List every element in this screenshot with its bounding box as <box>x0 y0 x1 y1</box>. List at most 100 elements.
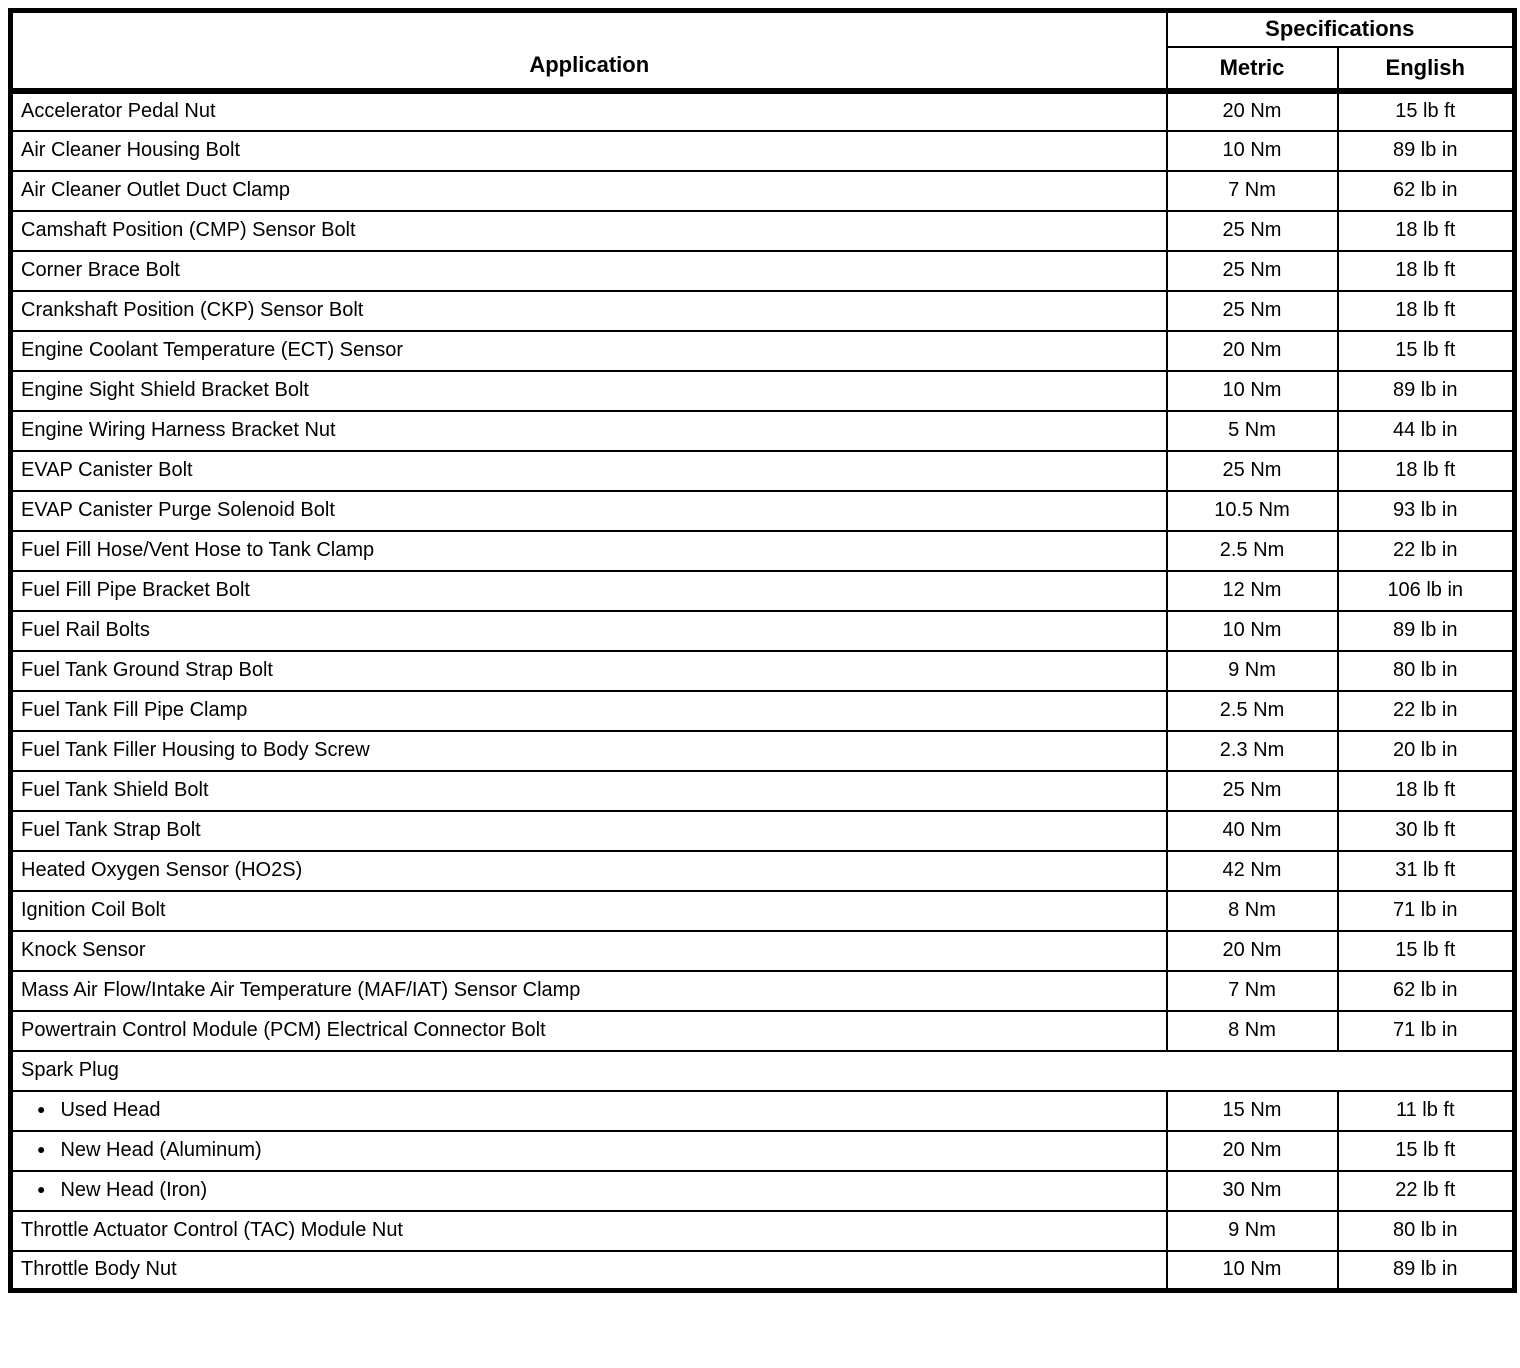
english-value-cell: 18 lb ft <box>1336 769 1516 812</box>
application-cell: Mass Air Flow/Intake Air Temperature (MA… <box>9 969 1168 1012</box>
application-cell: Air Cleaner Housing Bolt <box>9 129 1168 172</box>
section-label-cell: Spark Plug <box>9 1049 1516 1092</box>
application-label: New Head (Aluminum) <box>60 1139 262 1161</box>
english-value-cell: 71 lb in <box>1336 1009 1516 1052</box>
application-cell: Throttle Body Nut <box>9 1249 1168 1292</box>
english-value-cell: 22 lb in <box>1336 529 1516 572</box>
application-cell: Air Cleaner Outlet Duct Clamp <box>9 169 1168 212</box>
application-label: Used Head <box>60 1099 161 1121</box>
application-cell: ● Used Head <box>9 1089 1168 1132</box>
english-value-cell: 93 lb in <box>1336 489 1516 532</box>
metric-value-cell: 12 Nm <box>1165 569 1339 612</box>
application-cell: ● New Head (Aluminum) <box>9 1129 1168 1172</box>
english-value-cell: 11 lb ft <box>1336 1089 1516 1132</box>
metric-value-cell: 2.5 Nm <box>1165 529 1339 572</box>
application-cell: Fuel Tank Fill Pipe Clamp <box>9 689 1168 732</box>
header-row-units: Metric English <box>11 45 1516 92</box>
english-value-cell: 89 lb in <box>1336 1249 1516 1292</box>
application-cell: EVAP Canister Purge Solenoid Bolt <box>9 489 1168 532</box>
metric-value-cell: 2.5 Nm <box>1165 689 1339 732</box>
application-cell: Ignition Coil Bolt <box>9 889 1168 932</box>
metric-value-cell: 25 Nm <box>1165 249 1339 292</box>
english-value-cell: 89 lb in <box>1336 369 1516 412</box>
english-value-cell: 71 lb in <box>1336 889 1516 932</box>
english-value-cell: 31 lb ft <box>1336 849 1516 892</box>
table-row: Throttle Body Nut 10 Nm 89 lb in <box>9 1249 1516 1292</box>
metric-value-cell: 20 Nm <box>1165 89 1339 132</box>
application-cell: Crankshaft Position (CKP) Sensor Bolt <box>9 289 1168 332</box>
metric-value-cell: 25 Nm <box>1165 449 1339 492</box>
metric-value-cell: 9 Nm <box>1165 649 1339 692</box>
application-cell: Fuel Tank Filler Housing to Body Screw <box>9 729 1168 772</box>
table-row: Air Cleaner Housing Bolt 10 Nm 89 lb in <box>9 129 1516 172</box>
application-cell: Fuel Fill Pipe Bracket Bolt <box>9 569 1168 612</box>
table-row: Powertrain Control Module (PCM) Electric… <box>9 1009 1516 1052</box>
table-row: Fuel Tank Fill Pipe Clamp 2.5 Nm 22 lb in <box>9 689 1516 732</box>
english-value-cell: 18 lb ft <box>1336 289 1516 332</box>
table-row: Crankshaft Position (CKP) Sensor Bolt 25 … <box>9 289 1516 332</box>
application-cell: Powertrain Control Module (PCM) Electric… <box>9 1009 1168 1052</box>
table-row: Mass Air Flow/Intake Air Temperature (MA… <box>9 969 1516 1012</box>
table-row: Fuel Tank Shield Bolt 25 Nm 18 lb ft <box>9 769 1516 812</box>
english-value-cell: 89 lb in <box>1336 129 1516 172</box>
metric-value-cell: 20 Nm <box>1165 929 1339 972</box>
application-cell: Engine Sight Shield Bracket Bolt <box>9 369 1168 412</box>
table-row: Fuel Fill Pipe Bracket Bolt 12 Nm 106 lb i… <box>9 569 1516 612</box>
application-cell: Fuel Tank Strap Bolt <box>9 809 1168 852</box>
metric-value-cell: 10 Nm <box>1165 129 1339 172</box>
application-label: New Head (Iron) <box>60 1179 208 1201</box>
table-header: Application Specifications Metric Englis… <box>9 9 1516 92</box>
metric-value-cell: 10 Nm <box>1165 369 1339 412</box>
table-row: Camshaft Position (CMP) Sensor Bolt 25 Nm… <box>9 209 1516 252</box>
table-row: Corner Brace Bolt 25 Nm 18 lb ft <box>9 249 1516 292</box>
table-body: Accelerator Pedal Nut 20 Nm 15 lb ft Air Cl… <box>9 89 1516 1292</box>
english-value-cell: 22 lb ft <box>1336 1169 1516 1212</box>
metric-value-cell: 5 Nm <box>1165 409 1339 452</box>
table-row: Fuel Fill Hose/Vent Hose to Tank Clamp 2.… <box>9 529 1516 572</box>
metric-value-cell: 10 Nm <box>1165 609 1339 652</box>
metric-value-cell: 15 Nm <box>1165 1089 1339 1132</box>
english-value-cell: 18 lb ft <box>1336 449 1516 492</box>
english-value-cell: 106 lb in <box>1336 569 1516 612</box>
metric-value-cell: 40 Nm <box>1165 809 1339 852</box>
application-cell: Engine Coolant Temperature (ECT) Sensor <box>9 329 1168 372</box>
table-row: Engine Wiring Harness Bracket Nut 5 Nm 44 … <box>9 409 1516 452</box>
english-value-cell: 20 lb in <box>1336 729 1516 772</box>
metric-value-cell: 2.3 Nm <box>1165 729 1339 772</box>
metric-value-cell: 20 Nm <box>1165 329 1339 372</box>
table-row: Fuel Tank Filler Housing to Body Screw 2.… <box>9 729 1516 772</box>
application-cell: Heated Oxygen Sensor (HO2S) <box>9 849 1168 892</box>
english-value-cell: 62 lb in <box>1336 169 1516 212</box>
application-cell: Accelerator Pedal Nut <box>9 89 1168 132</box>
table-row: Fuel Rail Bolts 10 Nm 89 lb in <box>9 609 1516 652</box>
application-cell: Throttle Actuator Control (TAC) Module N… <box>9 1209 1168 1252</box>
table-row: Ignition Coil Bolt 8 Nm 71 lb in <box>9 889 1516 932</box>
application-cell: Engine Wiring Harness Bracket Nut <box>9 409 1168 452</box>
english-value-cell: 18 lb ft <box>1336 249 1516 292</box>
torque-specifications-page: Application Specifications Metric Englis… <box>8 8 1517 1293</box>
metric-column-header: Metric <box>1165 45 1339 92</box>
english-value-cell: 15 lb ft <box>1336 1129 1516 1172</box>
application-cell: Fuel Fill Hose/Vent Hose to Tank Clamp <box>9 529 1168 572</box>
bullet-icon: ● <box>37 1141 46 1157</box>
metric-value-cell: 25 Nm <box>1165 209 1339 252</box>
metric-value-cell: 9 Nm <box>1165 1209 1339 1252</box>
metric-value-cell: 7 Nm <box>1165 169 1339 212</box>
english-value-cell: 80 lb in <box>1336 1209 1516 1252</box>
table-row: Engine Coolant Temperature (ECT) Sensor 2… <box>9 329 1516 372</box>
table-row: Air Cleaner Outlet Duct Clamp 7 Nm 62 lb i… <box>9 169 1516 212</box>
table-row: ● New Head (Iron) 30 Nm 22 lb ft <box>9 1169 1516 1212</box>
table-row: EVAP Canister Purge Solenoid Bolt 10.5 Nm… <box>9 489 1516 532</box>
application-cell: Corner Brace Bolt <box>9 249 1168 292</box>
table-row: Fuel Tank Ground Strap Bolt 9 Nm 80 lb in <box>9 649 1516 692</box>
application-cell: ● New Head (Iron) <box>9 1169 1168 1212</box>
table-row: ● Used Head 15 Nm 11 lb ft <box>9 1089 1516 1132</box>
bullet-icon: ● <box>37 1181 46 1197</box>
table-row: Spark Plug <box>9 1049 1516 1092</box>
english-value-cell: 15 lb ft <box>1336 89 1516 132</box>
application-column-header: Application <box>9 9 1168 92</box>
bullet-icon: ● <box>37 1101 46 1117</box>
metric-value-cell: 25 Nm <box>1165 289 1339 332</box>
metric-value-cell: 30 Nm <box>1165 1169 1339 1212</box>
metric-value-cell: 8 Nm <box>1165 1009 1339 1052</box>
